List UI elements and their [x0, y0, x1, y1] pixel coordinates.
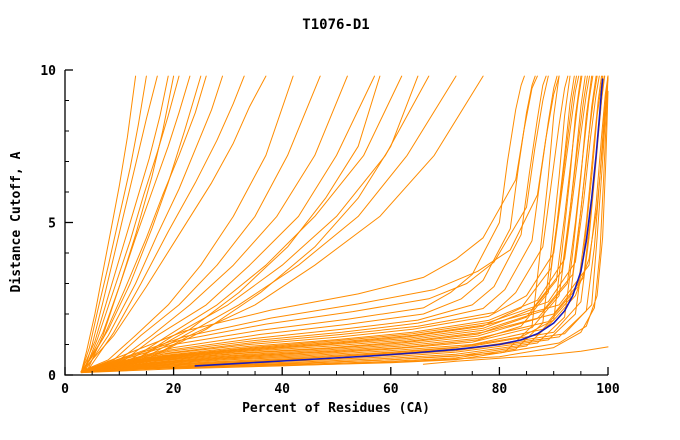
- model-curves-curve: [80, 75, 609, 373]
- x-tick-label: 100: [596, 382, 620, 397]
- model-curves-curve: [80, 75, 536, 373]
- model-curves-curve: [80, 75, 593, 373]
- model-curves-curve: [80, 75, 586, 373]
- model-curves-curve: [80, 75, 588, 373]
- model-curves-curve: [80, 75, 594, 373]
- model-curves-curve: [80, 75, 169, 373]
- model-curves-curve: [80, 75, 580, 373]
- ticks-layer: 0 20 40 60 80 100 0 5 10: [40, 64, 620, 397]
- model-curves-curve: [80, 75, 558, 373]
- model-curves-curve: [80, 75, 430, 372]
- model-curves-curve: [86, 75, 191, 373]
- model-curves-curve: [80, 75, 600, 373]
- model-curves-curve: [80, 75, 560, 373]
- model-curves-curve: [80, 75, 549, 373]
- model-curves-curve: [80, 90, 609, 374]
- model-curves-curve: [80, 75, 348, 372]
- model-curves-curve: [422, 346, 609, 365]
- model-curves-curve: [80, 75, 609, 374]
- model-curves-curve: [83, 75, 223, 373]
- model-curves-curve: [80, 75, 569, 373]
- x-tick-label: 0: [61, 382, 69, 397]
- x-tick-label: 80: [492, 382, 508, 397]
- y-axis-label: Distance Cutoff, A: [9, 151, 24, 292]
- highlighted-model-curve: [194, 78, 604, 367]
- model-curves-curve: [80, 75, 602, 373]
- model-curves-curve: [194, 75, 609, 366]
- model-curves-curve: [86, 75, 245, 373]
- model-curves-curve: [80, 75, 538, 373]
- model-curves-curve: [80, 75, 525, 373]
- model-curves-curve: [80, 75, 598, 373]
- x-tick-label: 60: [383, 382, 399, 397]
- model-curves-curve: [80, 75, 321, 372]
- model-curves-curve: [80, 75, 457, 372]
- model-curves-curve: [80, 75, 267, 373]
- y-tick-label: 5: [48, 217, 56, 232]
- model-curves-curve: [83, 75, 158, 373]
- model-curves-curve: [80, 75, 175, 373]
- model-curves-curve: [80, 75, 207, 373]
- chart-title: T1076-D1: [302, 17, 369, 33]
- curves-layer: [80, 75, 609, 374]
- x-tick-label: 40: [274, 382, 290, 397]
- y-tick-label: 0: [48, 369, 56, 384]
- model-curves-curve: [80, 75, 294, 372]
- model-curves-curve: [80, 75, 590, 373]
- model-curves-curve: [80, 75, 560, 373]
- model-curves-curve: [80, 75, 609, 373]
- model-curves-curve: [80, 75, 577, 373]
- x-tick-label: 20: [166, 382, 182, 397]
- model-curves-curve: [83, 75, 180, 373]
- model-curves-curve: [80, 75, 547, 373]
- model-curves-curve: [80, 75, 202, 373]
- model-curves-curve: [80, 75, 147, 373]
- model-curves-curve: [80, 75, 609, 373]
- y-tick-label: 10: [40, 64, 56, 79]
- x-axis-label: Percent of Residues (CA): [242, 401, 430, 416]
- model-curves-curve: [80, 75, 137, 373]
